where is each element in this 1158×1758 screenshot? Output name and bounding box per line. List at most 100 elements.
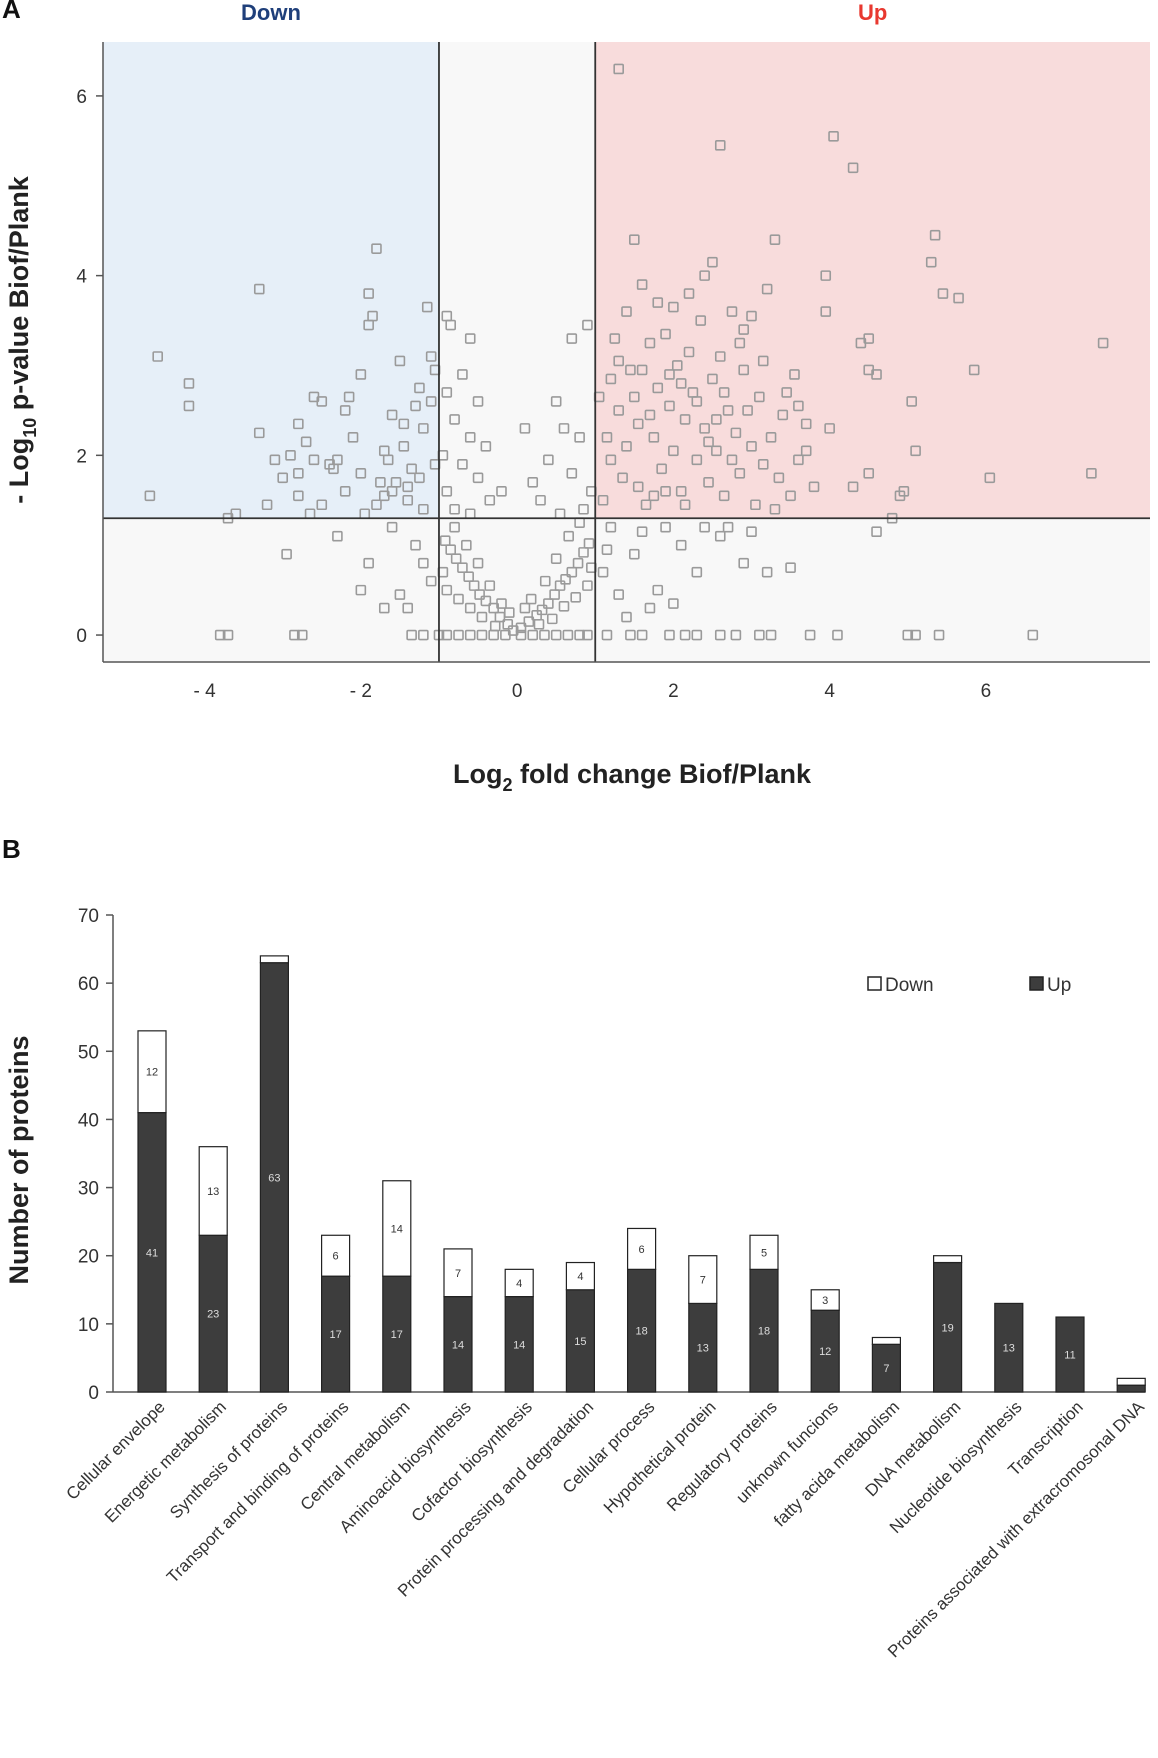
bar-up-value-label: 41 <box>146 1247 158 1259</box>
volcano-point-sig <box>773 472 785 484</box>
volcano-point-ns <box>550 553 562 564</box>
volcano-point-sig <box>937 288 949 299</box>
volcano-x-title-rest: fold change Biof/Plank <box>512 759 812 789</box>
volcano-point-sig <box>683 288 695 299</box>
volcano-point-sig <box>371 243 382 254</box>
volcano-point-ns <box>472 472 484 484</box>
volcano-point-ns <box>441 485 453 497</box>
bar-category-label: Energetic metabolism <box>101 1397 230 1526</box>
volcano-point-sig <box>769 503 781 515</box>
volcano-point-sig <box>847 162 859 174</box>
volcano-point-sig <box>285 450 296 461</box>
volcano-point-sig <box>629 234 640 245</box>
volcano-point-ns <box>394 589 406 600</box>
bar-y-tick-label: 10 <box>78 1315 99 1336</box>
volcano-point-ns <box>574 629 585 641</box>
bar-y-tick-label: 70 <box>78 906 99 927</box>
volcano-point-sig <box>738 324 750 335</box>
volcano-point-ns <box>489 620 501 632</box>
volcano-point-ns <box>355 584 367 596</box>
volcano-point-sig <box>183 400 195 412</box>
volcano-point-sig <box>402 481 414 493</box>
bar-down-value-label: 12 <box>146 1067 158 1079</box>
volcano-point-ns <box>441 387 453 398</box>
volcano-point-ns <box>785 562 796 573</box>
volcano-point-sig <box>621 306 632 317</box>
volcano-point-sig <box>613 405 624 416</box>
volcano-point-ns <box>464 602 476 614</box>
volcano-point-sig <box>757 459 769 470</box>
volcano-point-sig <box>632 418 644 430</box>
volcano-point-sig <box>371 499 382 511</box>
volcano-point-sig <box>1097 337 1109 349</box>
volcano-point-ns <box>554 580 566 591</box>
volcano-point-sig <box>800 418 812 430</box>
volcano-point-ns <box>558 600 570 612</box>
volcano-point-ns <box>558 423 570 434</box>
volcano-point-ns <box>476 611 488 623</box>
volcano-point-sig <box>711 445 722 457</box>
bar-up <box>932 1261 963 1393</box>
volcano-point-sig <box>777 409 789 421</box>
volcano-point-ns <box>496 485 507 497</box>
volcano-y-title-sub: 10 <box>20 418 40 438</box>
volcano-point-ns <box>714 629 726 641</box>
volcano-plot: 0 2 4 6 - 4 - 2 0 2 4 6 Down Up <box>76 0 1150 702</box>
volcano-point-sig <box>328 463 339 475</box>
volcano-point-ns <box>441 629 453 641</box>
volcano-point-sig <box>750 499 761 511</box>
volcano-point-ns <box>902 629 914 641</box>
bar-y-tick-label: 60 <box>78 974 99 995</box>
bar-up-value-label: 17 <box>391 1329 403 1341</box>
down-region <box>103 42 439 519</box>
volcano-point-sig <box>668 445 679 457</box>
volcano-x-axis-title: Log2 fold change Biof/Plank <box>453 759 812 795</box>
volcano-point-sig <box>597 494 609 506</box>
volcano-point-ns <box>832 629 843 641</box>
volcano-point-sig <box>793 454 804 466</box>
volcano-point-sig <box>621 441 632 452</box>
volcano-point-sig <box>398 418 410 430</box>
bar-y-tick-label: 40 <box>78 1110 99 1131</box>
volcano-point-ns <box>535 494 546 506</box>
bar-up <box>688 1302 718 1393</box>
volcano-point-ns <box>738 557 750 569</box>
bar-down-value-label: 14 <box>391 1223 403 1235</box>
volcano-point-sig <box>152 351 163 362</box>
volcano-point-ns <box>730 629 742 641</box>
volcano-point-sig <box>808 481 820 493</box>
volcano-point-ns <box>476 629 488 641</box>
volcano-point-sig <box>1086 468 1097 479</box>
bar-up-value-label: 12 <box>819 1346 831 1358</box>
volcano-point-ns <box>449 503 460 515</box>
volcano-point-ns <box>527 476 539 488</box>
volcano-point-sig <box>269 454 281 466</box>
bar-up-value-label: 13 <box>1003 1343 1015 1355</box>
volcano-point-sig <box>718 387 730 398</box>
volcano-point-ns <box>378 602 390 614</box>
volcano-point-sig <box>789 369 800 380</box>
bar-y-tick-label: 0 <box>88 1383 99 1404</box>
volcano-point-sig <box>390 476 402 488</box>
volcano-point-sig <box>679 499 691 511</box>
bar-y-tick-label: 30 <box>78 1179 99 1200</box>
bar-down-value-label: 6 <box>639 1244 645 1256</box>
volcano-point-sig <box>707 256 718 268</box>
bar-down <box>688 1255 718 1305</box>
volcano-point-ns <box>515 622 527 634</box>
bar-category-label: Synthesis of proteins <box>166 1397 291 1522</box>
volcano-point-sig <box>414 382 425 394</box>
bar-up <box>994 1302 1024 1393</box>
volcano-point-sig <box>730 427 742 439</box>
volcano-point-ns <box>804 629 816 641</box>
volcano-point-ns <box>679 629 691 641</box>
bar-down-value-label: 5 <box>761 1247 767 1259</box>
bar-up <box>1116 1384 1146 1393</box>
volcano-point-ns <box>441 584 453 596</box>
volcano-point-ns <box>675 539 687 551</box>
volcano-point-sig <box>425 396 437 407</box>
volcano-x-tick-label: - 2 <box>350 681 372 702</box>
volcano-point-sig <box>699 423 710 434</box>
volcano-point-ns <box>644 602 656 614</box>
volcano-point-ns <box>519 602 531 614</box>
